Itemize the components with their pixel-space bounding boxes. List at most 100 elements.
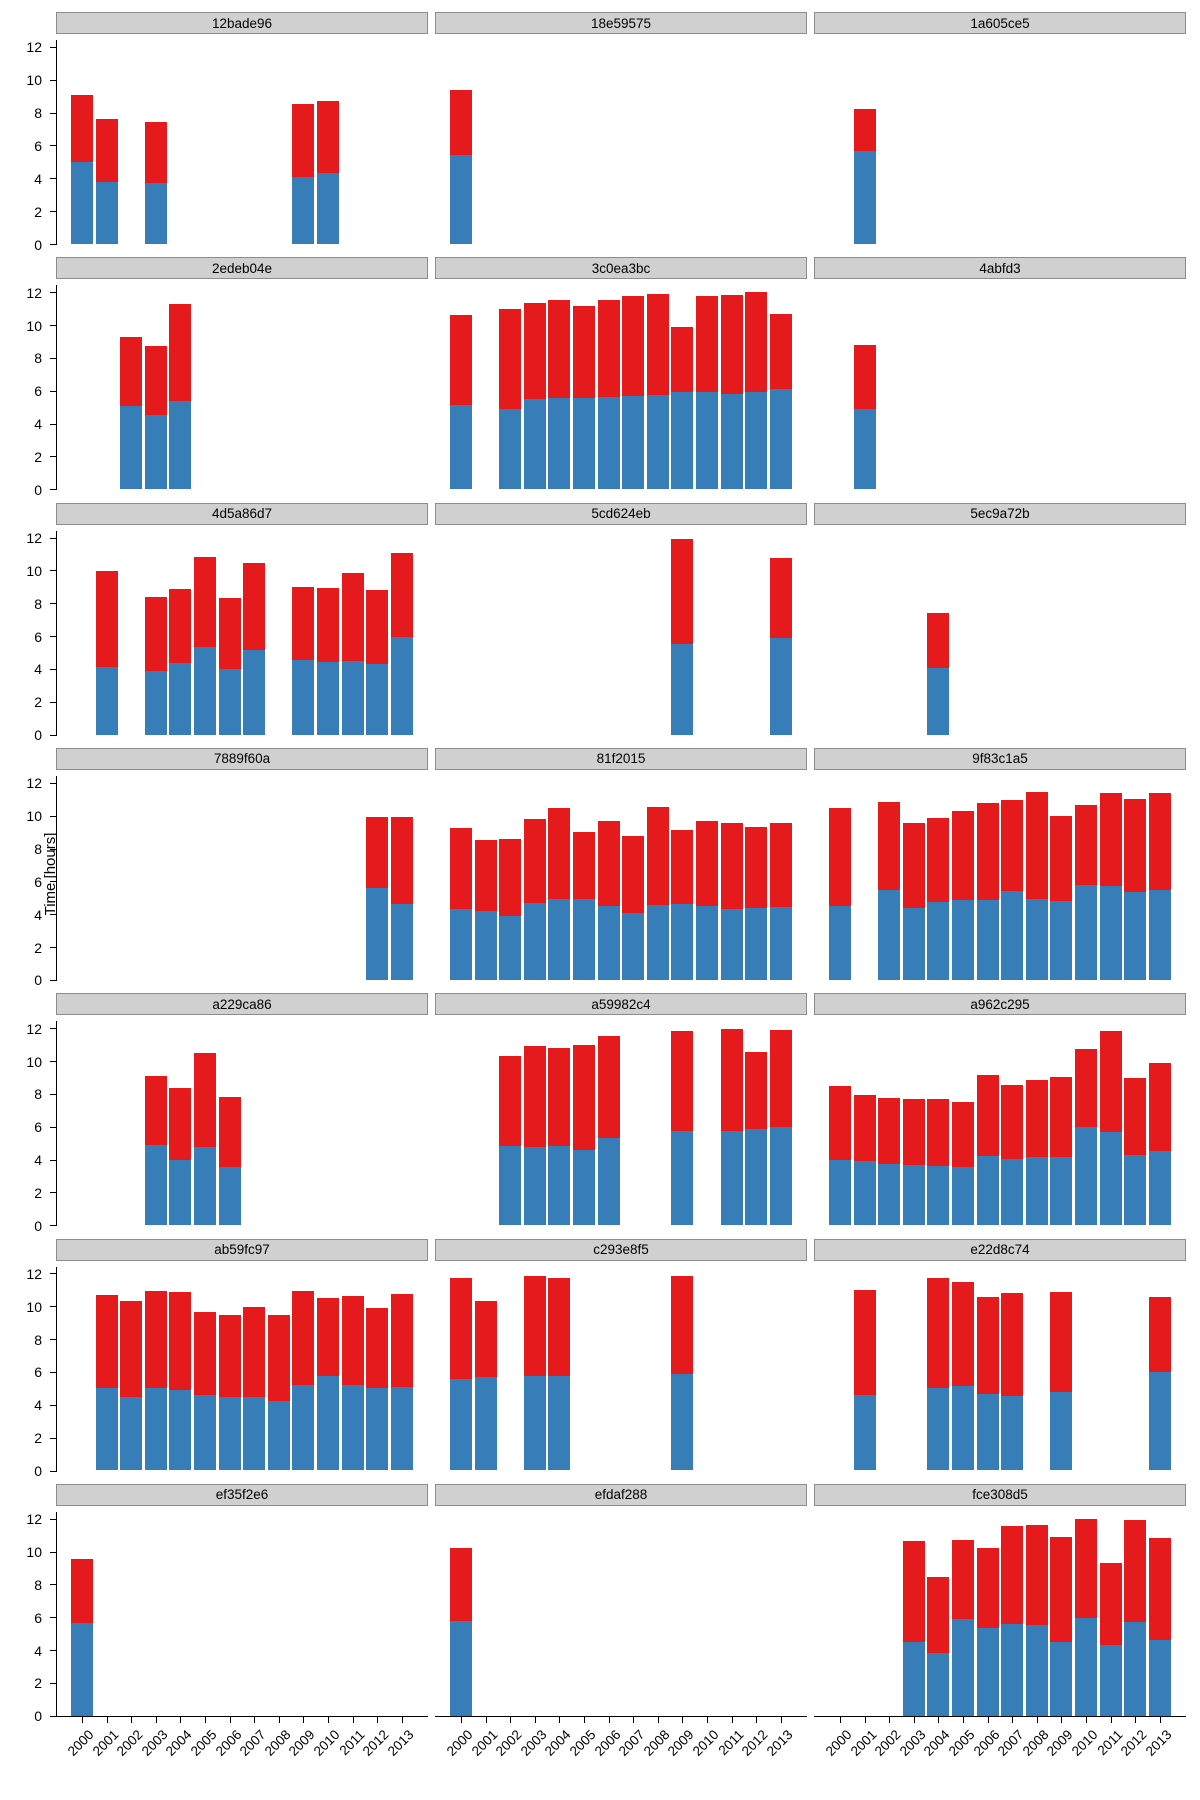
y-tick-label: 6 — [34, 873, 42, 890]
stacked-bar-2003 — [902, 1098, 925, 1226]
x-tick-mark — [82, 1716, 83, 1723]
x-tick-label: 2010 — [310, 1726, 343, 1759]
x-axis-line — [56, 1715, 428, 1717]
bar-segment-red — [573, 306, 595, 399]
bar-segment-red — [194, 1052, 216, 1148]
bar-segment-blue — [1001, 1395, 1024, 1471]
stacked-bar-2004 — [548, 1277, 571, 1471]
facet-strip: 12bade96 — [56, 12, 428, 34]
facet-strip: 18e59575 — [435, 12, 807, 34]
x-tick-label: 2012 — [738, 1726, 771, 1759]
x-tick-mark — [682, 1716, 684, 1723]
x-tick-label: 2009 — [1044, 1726, 1076, 1759]
x-tick-label: 2001 — [468, 1726, 501, 1759]
x-tick-label: 2013 — [1142, 1726, 1175, 1759]
bar-segment-blue — [597, 905, 620, 980]
x-tick-label: 2009 — [286, 1726, 318, 1759]
bar-segment-red — [927, 1577, 950, 1654]
bar-segment-red — [450, 1278, 472, 1380]
bar-segment-red — [120, 1301, 143, 1398]
bar-segment-red — [1099, 1563, 1122, 1646]
y-tick-mark — [50, 1028, 56, 1030]
bar-segment-blue — [952, 1166, 974, 1226]
y-tick-mark — [50, 1225, 56, 1227]
x-tick-label: 2012 — [359, 1726, 392, 1759]
bar-segment-red — [71, 94, 93, 162]
y-axis-line — [56, 1021, 57, 1227]
bar-segment-red — [169, 1292, 192, 1391]
y-tick-label: 6 — [34, 1119, 42, 1136]
facet-panel — [435, 769, 807, 993]
bar-segment-blue — [622, 395, 645, 490]
x-tick-mark — [1135, 1716, 1137, 1723]
stacked-bar-2010 — [1075, 1048, 1097, 1226]
bar-segment-blue — [853, 1394, 876, 1471]
y-tick-label: 8 — [34, 595, 42, 612]
y-tick-label: 2 — [34, 939, 42, 956]
y-tick-mark — [50, 1192, 56, 1194]
stacked-bar-2001 — [474, 840, 497, 980]
x-tick-mark — [534, 1716, 536, 1723]
bar-segment-blue — [696, 906, 718, 980]
bar-segment-red — [1075, 1518, 1097, 1619]
bar-segment-red — [474, 840, 497, 911]
facet-strip: 4d5a86d7 — [56, 502, 428, 525]
bar-segment-red — [1025, 1525, 1048, 1625]
stacked-bar-2000 — [450, 828, 472, 980]
y-tick-mark — [50, 145, 56, 147]
bar-segment-red — [474, 1301, 497, 1377]
bar-segment-blue — [144, 183, 167, 244]
bar-segment-red — [952, 1540, 974, 1619]
y-tick-label: 8 — [34, 1331, 42, 1348]
y-tick-mark — [50, 947, 56, 949]
y-tick-mark — [50, 1437, 56, 1439]
bar-segment-blue — [1025, 899, 1048, 980]
y-tick-label: 4 — [34, 906, 42, 923]
bar-segment-red — [927, 818, 950, 902]
bar-segment-red — [548, 300, 571, 399]
bar-segment-red — [622, 836, 645, 913]
y-tick-label: 4 — [34, 661, 42, 678]
stacked-bar-2005 — [194, 1052, 216, 1226]
stacked-bar-2001 — [95, 1294, 118, 1471]
stacked-bar-2009 — [1050, 1077, 1073, 1226]
stacked-bar-2013 — [769, 1029, 792, 1226]
stacked-bar-2003 — [144, 1075, 167, 1226]
stacked-bar-2000 — [71, 94, 93, 244]
bar-segment-red — [390, 1293, 413, 1387]
x-tick-mark — [328, 1716, 329, 1723]
bar-segment-red — [71, 1558, 93, 1624]
stacked-bar-2008 — [267, 1314, 290, 1471]
bar-segment-blue — [976, 1156, 999, 1226]
bar-segment-red — [1148, 792, 1171, 890]
bar-segment-blue — [390, 903, 413, 980]
y-axis-line — [56, 1511, 57, 1717]
bar-segment-blue — [573, 1149, 595, 1226]
x-tick-mark — [963, 1716, 964, 1723]
bar-segment-blue — [878, 890, 901, 980]
stacked-bar-2007 — [622, 836, 645, 980]
x-tick-label: 2006 — [212, 1726, 245, 1759]
x-tick-mark — [780, 1716, 782, 1723]
y-tick-mark — [50, 1715, 56, 1717]
bar-segment-red — [292, 586, 315, 660]
bar-segment-red — [769, 313, 792, 390]
bar-segment-red — [144, 345, 167, 416]
x-tick-mark — [229, 1716, 231, 1723]
bar-segment-blue — [573, 398, 595, 490]
y-tick-label: 2 — [34, 203, 42, 220]
x-tick-mark — [485, 1716, 487, 1723]
bar-segment-red — [169, 303, 192, 401]
facet-panel — [435, 1505, 807, 1729]
bar-segment-red — [671, 830, 694, 905]
bar-segment-blue — [144, 415, 167, 490]
bar-segment-blue — [1050, 1641, 1073, 1716]
y-tick-label: 12 — [26, 1020, 42, 1037]
stacked-bar-2001 — [95, 119, 118, 244]
bar-segment-red — [646, 293, 669, 395]
x-tick-mark — [987, 1716, 989, 1723]
x-tick-label: 2002 — [113, 1726, 146, 1759]
stacked-bar-2000 — [829, 1085, 851, 1226]
bar-segment-red — [853, 344, 876, 409]
x-tick-label: 2008 — [640, 1726, 673, 1759]
